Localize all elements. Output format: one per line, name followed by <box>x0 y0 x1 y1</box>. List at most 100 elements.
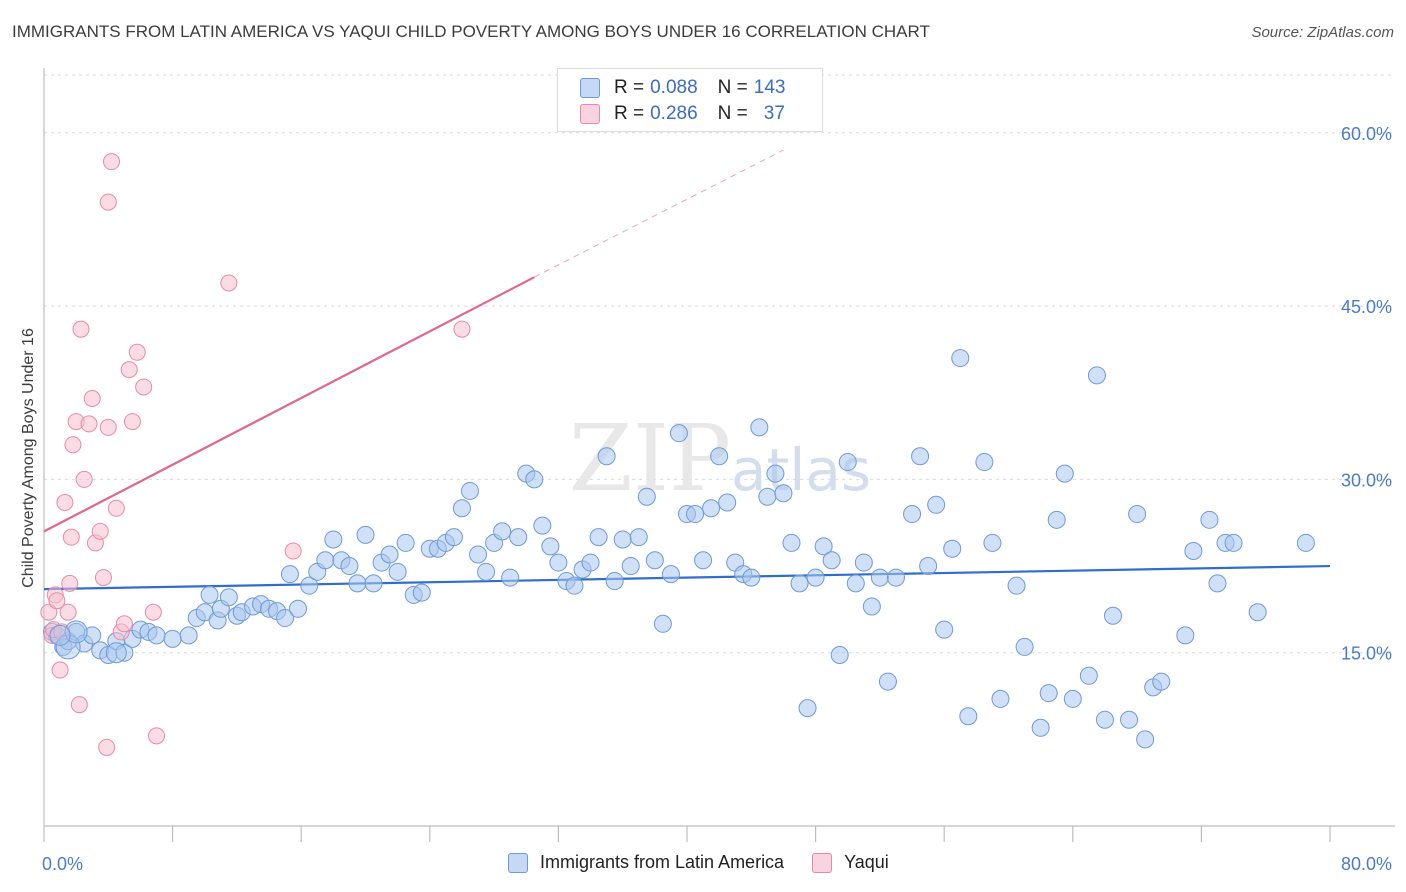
point-yaqui <box>148 727 166 745</box>
legend-r-value: 0.088 <box>650 77 698 98</box>
point-latin-america <box>200 585 219 604</box>
point-latin-america <box>1007 576 1026 595</box>
point-latin-america <box>147 626 166 645</box>
point-latin-america <box>870 568 889 587</box>
tick-labels: 15.0% 30.0% 45.0% 60.0% 0.0% 80.0% <box>42 124 1392 874</box>
legend-row-yaqui: R = 0.286 N = 37 <box>580 101 785 127</box>
point-latin-america <box>276 609 295 628</box>
legend-n-label: N = <box>717 77 748 98</box>
point-yaqui <box>120 361 138 379</box>
point-yaqui <box>99 193 117 211</box>
point-latin-america <box>886 568 905 587</box>
point-yaqui <box>128 343 146 361</box>
y-axis-label: Child Poverty Among Boys Under 16 <box>20 328 37 588</box>
series-swatch-blue <box>508 852 528 873</box>
point-yaqui <box>220 274 238 292</box>
point-latin-america <box>1103 606 1122 625</box>
point-latin-america <box>316 551 335 570</box>
y-tick-label: 60.0% <box>1341 124 1392 144</box>
point-latin-america <box>348 574 367 593</box>
point-latin-america <box>846 574 865 593</box>
point-latin-america <box>822 551 841 570</box>
point-yaqui <box>62 528 80 546</box>
point-latin-america <box>1087 366 1106 385</box>
point-latin-america <box>525 470 544 489</box>
point-latin-america <box>1200 510 1219 529</box>
point-yaqui <box>123 413 141 431</box>
point-latin-america <box>911 447 930 466</box>
legend-n-label: N = <box>717 103 748 124</box>
point-latin-america <box>597 447 616 466</box>
trend-lines <box>43 149 1331 591</box>
series-legend: Immigrants from Latin America Yaqui <box>508 852 917 873</box>
point-latin-america <box>613 530 632 549</box>
point-latin-america <box>653 614 672 633</box>
point-latin-america <box>629 528 648 547</box>
point-latin-america <box>1095 710 1114 729</box>
chart-title: IMMIGRANTS FROM LATIN AMERICA VS YAQUI C… <box>12 22 930 41</box>
legend-n-value: 143 <box>753 77 786 98</box>
source-attribution: Source: ZipAtlas.com <box>1251 24 1394 41</box>
legend-r-value: 0.286 <box>650 103 698 124</box>
series-swatch-pink <box>812 852 833 873</box>
point-latin-america <box>903 505 922 524</box>
point-latin-america <box>501 568 520 587</box>
series-legend-yaqui[interactable]: Yaqui <box>812 852 889 873</box>
point-latin-america <box>983 533 1002 552</box>
point-latin-america <box>814 537 833 556</box>
point-latin-america <box>718 493 737 512</box>
point-latin-america <box>1296 533 1315 552</box>
point-latin-america <box>838 453 857 472</box>
point-yaqui <box>56 493 74 511</box>
point-latin-america <box>1063 689 1082 708</box>
point-yaqui <box>61 574 79 592</box>
point-latin-america <box>469 545 488 564</box>
point-yaqui <box>135 378 153 396</box>
series-label-latin-america: Immigrants from Latin America <box>540 852 785 872</box>
point-latin-america-cluster <box>64 620 88 644</box>
point-latin-america <box>288 599 307 618</box>
point-latin-america <box>750 418 769 437</box>
point-latin-america <box>1208 574 1227 593</box>
point-latin-america <box>1176 626 1195 645</box>
trend-line-latin-america <box>43 564 1331 591</box>
point-latin-america <box>766 464 785 483</box>
correlation-legend: R = 0.088 N = 143 R = 0.286 N = 37 <box>557 68 823 132</box>
point-yaqui <box>284 542 302 560</box>
point-latin-america <box>645 551 664 570</box>
point-latin-america <box>782 533 801 552</box>
point-yaqui <box>115 615 133 633</box>
point-latin-america <box>340 557 359 576</box>
point-latin-america <box>364 574 383 593</box>
point-latin-america <box>1184 542 1203 561</box>
point-latin-america <box>280 565 299 584</box>
point-latin-america <box>1079 666 1098 685</box>
point-latin-america <box>661 565 680 584</box>
point-yaqui <box>83 390 101 408</box>
point-latin-america <box>115 643 134 662</box>
grid-lines <box>44 74 1395 654</box>
point-latin-america <box>943 539 962 558</box>
point-latin-america <box>774 484 793 503</box>
legend-r-label: R = <box>614 103 645 124</box>
point-latin-america <box>396 533 415 552</box>
point-latin-america <box>686 505 705 524</box>
y-tick-label: 45.0% <box>1341 297 1392 317</box>
series-legend-latin-america[interactable]: Immigrants from Latin America <box>508 852 784 873</box>
point-latin-america <box>1055 464 1074 483</box>
trend-line-extension <box>534 149 784 278</box>
point-latin-america <box>388 562 407 581</box>
legend-r-label: R = <box>614 77 645 98</box>
point-latin-america <box>324 530 343 549</box>
point-latin-america <box>1039 684 1058 703</box>
point-latin-america <box>710 447 729 466</box>
point-yaqui <box>59 603 77 621</box>
x-tick-label: 0.0% <box>42 854 83 874</box>
point-latin-america <box>163 629 182 648</box>
point-yaqui <box>91 522 109 540</box>
point-latin-america <box>1248 603 1267 622</box>
point-latin-america <box>300 576 319 595</box>
point-yaqui <box>72 320 90 338</box>
point-latin-america <box>460 481 479 500</box>
